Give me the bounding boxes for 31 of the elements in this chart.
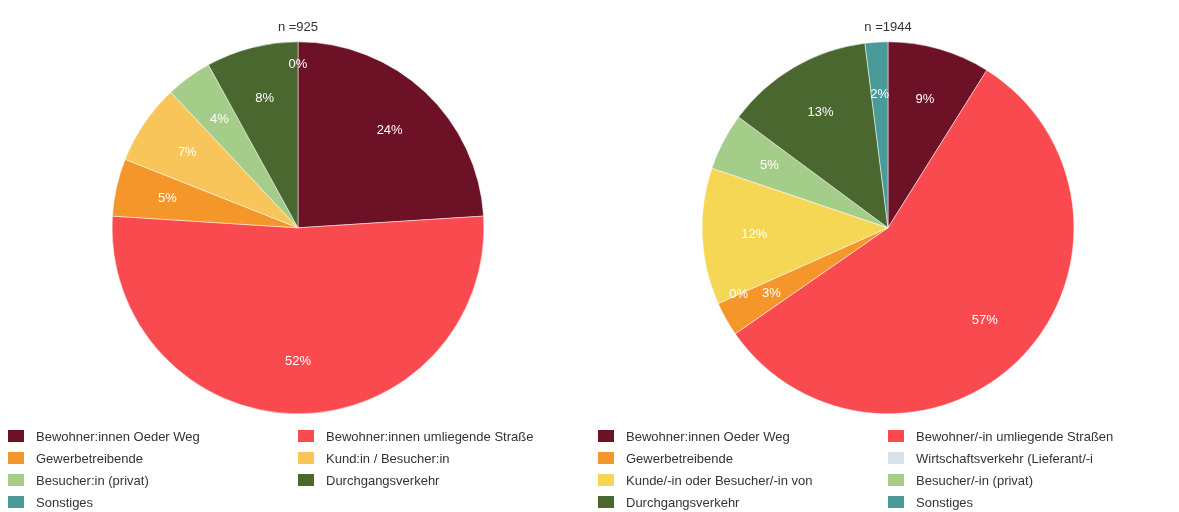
data-label: 52% — [284, 353, 312, 369]
data-label: 5% — [157, 190, 178, 206]
chart-title: n =1944 — [864, 19, 912, 35]
data-label: 57% — [971, 311, 999, 327]
legend-label: Bewohner/-in umliegende Straßen — [916, 428, 1114, 444]
data-label: 4% — [209, 111, 230, 127]
chart-title: n =925 — [277, 19, 319, 35]
data-label: 7% — [177, 144, 198, 160]
data-label: 12% — [741, 225, 768, 241]
legend-label: Bewohner:innen Oeder Weg — [626, 428, 790, 444]
data-label: 9% — [915, 90, 935, 106]
data-label: 5% — [759, 157, 780, 173]
data-label: 8% — [255, 89, 275, 105]
legend-label: Bewohner:innen umliegende Straße — [326, 428, 534, 444]
legend-label: Gewerbetreibende — [626, 450, 733, 466]
legend-label: Kunde/-in oder Besucher/-in von — [626, 472, 813, 488]
data-label: 3% — [761, 285, 782, 301]
legend-label: Besucher/-in (privat) — [916, 472, 1034, 488]
legend-label: Bewohner:innen Oeder Weg — [36, 428, 200, 444]
legend-label: Sonstiges — [36, 494, 94, 510]
data-label: 2% — [870, 85, 890, 101]
legend-label: Gewerbetreibende — [36, 450, 143, 466]
legend-label: Besucher:in (privat) — [36, 472, 149, 488]
legend-label: Kund:in / Besucher:in — [326, 450, 450, 466]
legend-label: Sonstiges — [916, 494, 974, 510]
data-label: 13% — [807, 103, 834, 119]
text: 0% — [288, 55, 308, 71]
legend-label: Durchgangsverkehr — [626, 494, 740, 510]
data-label: 24% — [376, 121, 404, 137]
legend-label: Durchgangsverkehr — [326, 472, 440, 488]
legend-label: Wirtschaftsverkehr (Lieferant/-i — [916, 450, 1093, 466]
